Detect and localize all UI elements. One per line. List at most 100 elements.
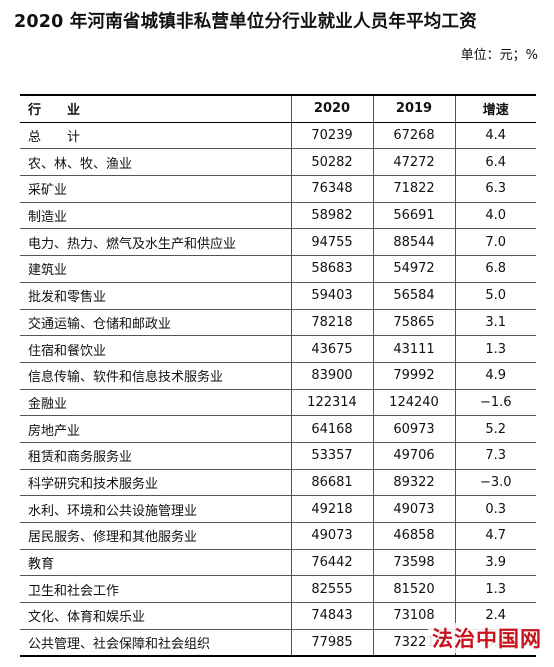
cell-industry: 电力、热力、燃气及水生产和供应业 xyxy=(20,228,291,257)
cell-2020: 49073 xyxy=(290,522,373,550)
cell-growth: 4.0 xyxy=(454,202,536,230)
cell-industry: 房地产业 xyxy=(20,415,291,443)
cell-industry: 批发和零售业 xyxy=(20,282,291,310)
cell-industry: 信息传输、软件和信息技术服务业 xyxy=(20,362,291,390)
cell-industry: 住宿和餐饮业 xyxy=(20,335,291,363)
cell-2019: 89322 xyxy=(372,469,455,497)
cell-growth: −1.6 xyxy=(454,389,536,417)
cell-2020: 53357 xyxy=(290,442,373,470)
cell-2020: 50282 xyxy=(290,148,373,177)
cell-industry: 金融业 xyxy=(20,389,291,417)
table-row: 电力、热力、燃气及水生产和供应业 94755 88544 7.0 xyxy=(20,228,536,257)
cell-2019: 67268 xyxy=(372,122,455,150)
table-row: 教育 76442 73598 3.9 xyxy=(20,549,536,577)
cell-2020: 122314 xyxy=(290,389,373,417)
cell-growth: 4.7 xyxy=(454,522,536,550)
cell-2020: 94755 xyxy=(290,228,373,257)
cell-industry: 建筑业 xyxy=(20,255,291,283)
cell-growth: 7.0 xyxy=(454,228,536,257)
table-row: 金融业 122314 124240 −1.6 xyxy=(20,389,536,417)
header-2020: 2020 xyxy=(290,95,373,123)
cell-growth: 6.8 xyxy=(454,255,536,283)
cell-2019: 54972 xyxy=(372,255,455,283)
cell-2020: 76348 xyxy=(290,175,373,203)
watermark-logo: 法治中国网 xyxy=(428,623,546,653)
cell-2020: 82555 xyxy=(290,575,373,604)
cell-2020: 49218 xyxy=(290,495,373,523)
cell-industry: 农、林、牧、渔业 xyxy=(20,148,291,177)
cell-2020: 70239 xyxy=(290,122,373,150)
cell-industry: 科学研究和技术服务业 xyxy=(20,469,291,497)
cell-2020: 86681 xyxy=(290,469,373,497)
cell-2019: 81520 xyxy=(372,575,455,604)
cell-2020: 74843 xyxy=(290,602,373,630)
cell-growth: 6.3 xyxy=(454,175,536,203)
table-row: 卫生和社会工作 82555 81520 1.3 xyxy=(20,575,536,604)
cell-2020: 58683 xyxy=(290,255,373,283)
header-2019: 2019 xyxy=(372,95,455,123)
cell-2020: 59403 xyxy=(290,282,373,310)
table-row: 批发和零售业 59403 56584 5.0 xyxy=(20,282,536,310)
cell-growth: 3.1 xyxy=(454,309,536,337)
cell-industry: 文化、体育和娱乐业 xyxy=(20,602,291,630)
cell-growth: −3.0 xyxy=(454,469,536,497)
cell-2020: 58982 xyxy=(290,202,373,230)
cell-2020: 78218 xyxy=(290,309,373,337)
cell-industry: 制造业 xyxy=(20,202,291,230)
cell-2019: 47272 xyxy=(372,148,455,177)
cell-growth: 5.0 xyxy=(454,282,536,310)
cell-2020: 83900 xyxy=(290,362,373,390)
cell-growth: 1.3 xyxy=(454,335,536,363)
cell-2020: 43675 xyxy=(290,335,373,363)
cell-2019: 71822 xyxy=(372,175,455,203)
cell-2019: 43111 xyxy=(372,335,455,363)
cell-growth: 0.3 xyxy=(454,495,536,523)
table-row: 居民服务、修理和其他服务业 49073 46858 4.7 xyxy=(20,522,536,550)
cell-industry: 租赁和商务服务业 xyxy=(20,442,291,470)
cell-growth: 6.4 xyxy=(454,148,536,177)
cell-industry: 交通运输、仓储和邮政业 xyxy=(20,309,291,337)
cell-growth: 5.2 xyxy=(454,415,536,443)
table-row: 交通运输、仓储和邮政业 78218 75865 3.1 xyxy=(20,309,536,337)
cell-2019: 60973 xyxy=(372,415,455,443)
cell-industry: 公共管理、社会保障和社会组织 xyxy=(20,629,291,657)
cell-2019: 124240 xyxy=(372,389,455,417)
cell-growth: 7.3 xyxy=(454,442,536,470)
cell-2019: 49706 xyxy=(372,442,455,470)
cell-2019: 88544 xyxy=(372,228,455,257)
page-title: 2020 年河南省城镇非私营单位分行业就业人员年平均工资 xyxy=(14,12,477,32)
table-row: 信息传输、软件和信息技术服务业 83900 79992 4.9 xyxy=(20,362,536,390)
table-header-row: 行 业 2020 2019 增速 xyxy=(20,95,536,123)
cell-industry: 卫生和社会工作 xyxy=(20,575,291,604)
unit-note: 单位：元；% xyxy=(460,48,538,63)
table-row: 制造业 58982 56691 4.0 xyxy=(20,202,536,230)
cell-2019: 56691 xyxy=(372,202,455,230)
table-row: 租赁和商务服务业 53357 49706 7.3 xyxy=(20,442,536,470)
cell-growth: 4.4 xyxy=(454,122,536,150)
cell-industry: 居民服务、修理和其他服务业 xyxy=(20,522,291,550)
table-row: 建筑业 58683 54972 6.8 xyxy=(20,255,536,283)
cell-industry: 总 计 xyxy=(20,122,291,150)
cell-2020: 64168 xyxy=(290,415,373,443)
wage-table: 行 业 2020 2019 增速 总 计 70239 67268 4.4 农、林、牧、渔… xyxy=(20,94,536,658)
cell-2019: 79992 xyxy=(372,362,455,390)
table-row: 农、林、牧、渔业 50282 47272 6.4 xyxy=(20,148,536,177)
table-row: 水利、环境和公共设施管理业 49218 49073 0.3 xyxy=(20,495,536,523)
cell-industry: 水利、环境和公共设施管理业 xyxy=(20,495,291,523)
cell-growth: 4.9 xyxy=(454,362,536,390)
cell-2019: 49073 xyxy=(372,495,455,523)
table-row: 住宿和餐饮业 43675 43111 1.3 xyxy=(20,335,536,363)
cell-2019: 75865 xyxy=(372,309,455,337)
cell-2020: 77985 xyxy=(290,629,373,657)
cell-2019: 46858 xyxy=(372,522,455,550)
cell-growth: 1.3 xyxy=(454,575,536,604)
cell-industry: 采矿业 xyxy=(20,175,291,203)
table-row: 房地产业 64168 60973 5.2 xyxy=(20,415,536,443)
cell-2020: 76442 xyxy=(290,549,373,577)
header-industry: 行 业 xyxy=(20,95,291,123)
cell-industry: 教育 xyxy=(20,549,291,577)
table-row: 科学研究和技术服务业 86681 89322 −3.0 xyxy=(20,469,536,497)
table-row: 总 计 70239 67268 4.4 xyxy=(20,122,536,150)
table-row: 采矿业 76348 71822 6.3 xyxy=(20,175,536,203)
cell-growth: 3.9 xyxy=(454,549,536,577)
